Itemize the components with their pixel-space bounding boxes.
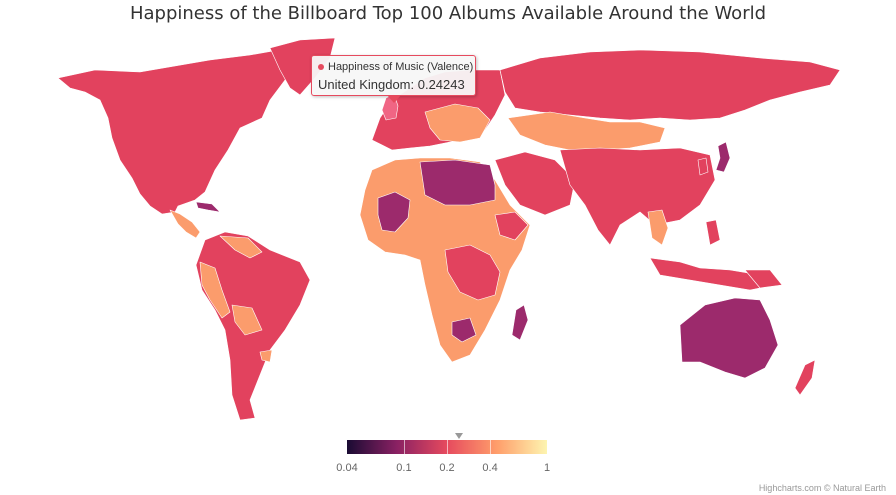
region-peru[interactable] <box>199 261 231 319</box>
color-axis-tick <box>490 440 492 454</box>
region-mali[interactable] <box>377 191 411 233</box>
region-japan[interactable] <box>715 141 731 173</box>
tooltip-series-name: Happiness of Music (Valence) <box>328 61 474 73</box>
region-madagascar[interactable] <box>511 304 529 341</box>
credits-link[interactable]: Highcharts.com © Natural Earth <box>758 483 886 493</box>
color-axis-tick-label: 1 <box>543 462 551 474</box>
chart-title: Happiness of the Billboard Top 100 Album… <box>129 3 767 24</box>
color-axis-tick-label: 0.04 <box>336 462 358 474</box>
color-axis-tick-label: 0.2 <box>439 462 455 474</box>
region-bolivia[interactable] <box>231 304 263 336</box>
region-middle-east[interactable] <box>494 151 576 216</box>
region-russia[interactable] <box>499 49 841 121</box>
tooltip-arrow <box>387 95 401 103</box>
region-eastern-europe[interactable] <box>424 103 491 143</box>
color-axis-tick <box>447 440 448 454</box>
region-papua[interactable] <box>744 269 783 289</box>
region-china-india[interactable] <box>559 147 716 246</box>
region-libya-egypt[interactable] <box>419 159 496 206</box>
tooltip-value: United Kingdom: 0.24243 <box>318 77 465 92</box>
region-venezuela[interactable] <box>219 235 263 259</box>
region-philippines[interactable] <box>705 219 721 246</box>
region-australia[interactable] <box>679 297 779 379</box>
color-axis-tick-label: 0.4 <box>482 462 498 474</box>
color-axis-marker <box>454 433 463 439</box>
map-tooltip: Happiness of Music (Valence) United King… <box>311 55 476 96</box>
region-korea[interactable] <box>697 157 709 176</box>
region-zimbabwe[interactable] <box>451 317 477 343</box>
series-dot-icon <box>318 64 324 71</box>
region-central-africa[interactable] <box>444 244 501 301</box>
region-southeast-asia[interactable] <box>647 209 669 246</box>
region-new-zealand[interactable] <box>794 359 816 396</box>
region-uruguay[interactable] <box>259 349 273 363</box>
region-cuba[interactable] <box>195 201 221 213</box>
region-central-america[interactable] <box>169 209 201 239</box>
tooltip-series: Happiness of Music (Valence) <box>318 61 473 73</box>
region-ethiopia[interactable] <box>494 211 529 241</box>
color-axis-tick <box>403 440 405 454</box>
region-central-asia[interactable] <box>507 111 666 151</box>
region-north-america[interactable] <box>57 41 319 215</box>
color-axis-tick-label: 0.1 <box>396 462 412 474</box>
